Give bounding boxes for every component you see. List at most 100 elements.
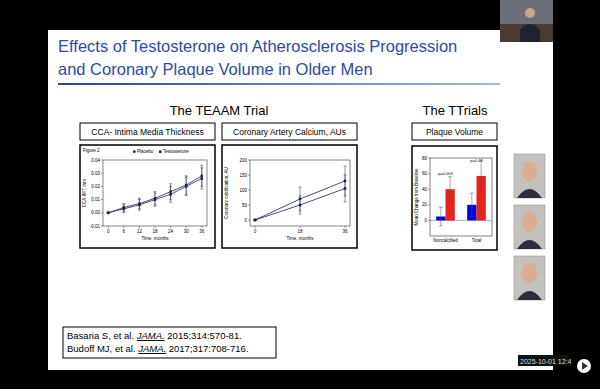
reference-journal: JAMA. (136, 330, 165, 341)
x-tick-label: 0 (254, 229, 257, 234)
x-axis-label: Time, months (286, 236, 314, 241)
reference-authors: Basaria S, et al. (67, 330, 137, 341)
y-tick (428, 220, 430, 221)
y-tick (248, 220, 250, 221)
x-tick-label: 36 (342, 229, 348, 234)
y-tick-label: 0.00 (91, 210, 100, 215)
legend-marker (133, 150, 136, 153)
error-bar (479, 160, 483, 191)
point (107, 212, 110, 215)
legend-label: Testosterone (163, 149, 189, 154)
portrait-suit (517, 291, 542, 300)
x-tick (123, 226, 124, 228)
portrait-suit (517, 189, 542, 198)
x-tick (300, 226, 301, 228)
x-tick-label: 12 (137, 229, 143, 234)
plot-frame (103, 160, 207, 226)
error-bar (138, 200, 141, 211)
x-tick (201, 226, 202, 228)
error-bar (299, 196, 302, 214)
x-axis-label: Time, months (141, 236, 169, 241)
plot-frame (250, 160, 350, 226)
y-tick (101, 160, 103, 161)
y-tick-label: 40 (422, 187, 428, 192)
error-bar (439, 207, 443, 226)
chart-frame (222, 145, 357, 248)
title-rule (58, 83, 500, 85)
point (254, 219, 257, 222)
p-value: p=0.02 (470, 158, 483, 163)
slide (48, 30, 553, 370)
portrait (514, 256, 545, 300)
point (299, 204, 302, 207)
y-tick-label: -0.01 (90, 224, 101, 229)
y-axis-label: CCA-IMT, mm (82, 179, 87, 207)
x-tick-label: 6 (123, 229, 126, 234)
y-tick (101, 212, 103, 213)
y-tick-label: 60 (422, 171, 428, 176)
point (107, 211, 110, 214)
series-line (255, 181, 345, 220)
error-bar (470, 193, 474, 216)
error-bar (254, 220, 257, 221)
error-bar (122, 205, 125, 213)
reference-journal: JAMA. (137, 343, 166, 354)
portrait (514, 205, 545, 249)
background (0, 0, 600, 389)
legend-label: Placebo (137, 149, 154, 154)
x-tick (139, 226, 140, 228)
error-bar (200, 168, 203, 189)
y-tick-label: 200 (239, 158, 247, 163)
chart-title: CCA- Intima Media Thickness (91, 127, 203, 137)
chart-frame (412, 146, 497, 250)
reference-box (63, 327, 276, 358)
reference-details: 2017;317:708-716. (166, 343, 248, 354)
chart-title: Plaque Volume (426, 127, 483, 137)
y-tick (248, 205, 250, 206)
y-tick (428, 158, 430, 159)
x-tick-label: 36 (199, 229, 205, 234)
x-tick-label: 24 (168, 229, 174, 234)
reference-details: 2015;314:570-81. (165, 330, 242, 341)
play-button[interactable] (577, 359, 591, 373)
x-tick (186, 226, 187, 228)
y-tick (101, 173, 103, 174)
point (201, 177, 204, 180)
presenter-desk (500, 24, 553, 42)
point (138, 204, 141, 207)
play-icon (582, 362, 588, 370)
y-tick-label: 80 (422, 156, 428, 161)
slide-title: and Coronary Plaque Volume in Older Men (58, 60, 373, 78)
y-axis-label: Mean Change from Baseline (414, 168, 419, 226)
point (185, 185, 188, 188)
error-bar (154, 193, 157, 206)
y-tick (101, 199, 103, 200)
screen: Effects of Testosterone on Atheroscleros… (0, 0, 600, 389)
x-tick-label: Total (472, 238, 482, 243)
portrait-suit (517, 240, 542, 249)
timestamp: 2025-10-01 12:4 (520, 358, 571, 365)
portrait-face (522, 161, 538, 181)
series-line (108, 178, 202, 212)
y-tick-label: 0.03 (91, 171, 100, 176)
error-bar (254, 220, 257, 221)
reference: Basaria S, et al. JAMA. 2015;314:570-81. (67, 330, 242, 341)
p-value: p=0.003 (438, 171, 453, 176)
point (123, 208, 126, 211)
error-bar (185, 177, 188, 195)
chart-title-box (412, 123, 497, 140)
x-tick (155, 226, 156, 228)
figure-label: Figure 2 (83, 148, 100, 153)
x-tick (108, 226, 109, 228)
error-bar (107, 212, 110, 213)
y-tick-label: 0 (424, 218, 427, 223)
error-bar (344, 175, 347, 202)
y-tick-label: 150 (239, 173, 247, 178)
y-tick (428, 204, 430, 205)
point (169, 193, 172, 196)
presenter-body (520, 24, 540, 42)
portrait-face (522, 212, 538, 232)
x-tick (170, 226, 171, 228)
x-tick-label: Noncalcified (433, 238, 458, 243)
presenter-head (525, 8, 535, 18)
